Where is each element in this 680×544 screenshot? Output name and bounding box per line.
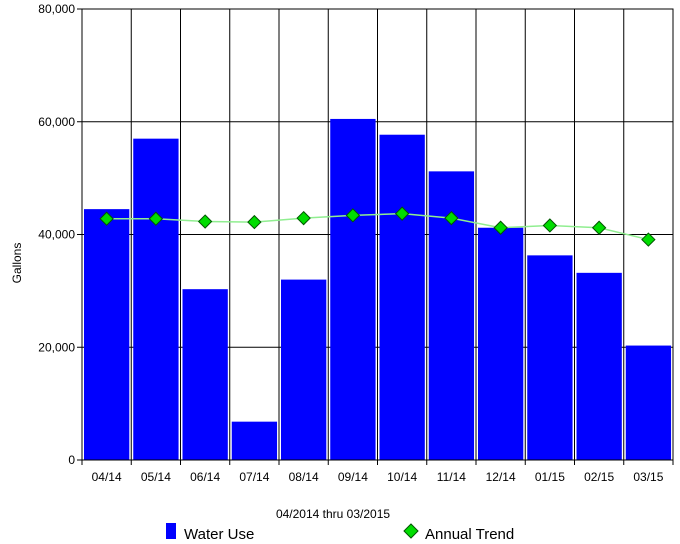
bar-02-15 [576,272,622,460]
trend-point-03-15 [641,232,656,247]
trend-point-01-15 [542,218,558,233]
trend-point-02-15 [591,220,607,235]
bar-05-14 [133,138,179,460]
x-axis-title: 04/2014 thru 03/2015 [276,507,390,521]
trend-point-05-14 [148,211,164,226]
bar-12-14 [478,227,524,460]
y-tick-label: 20,000 [38,340,75,354]
x-tick-label: 07/14 [239,470,269,484]
bar-09-14 [330,118,376,461]
bar-08-14 [281,279,327,460]
trend-point-09-14 [345,208,361,223]
y-tick-label: 60,000 [38,115,75,129]
trend-point-08-14 [296,210,311,226]
x-tick-label: 05/14 [141,470,171,484]
y-tick-label: 80,000 [38,2,75,16]
bar-06-14 [182,289,228,460]
x-tick-label: 04/14 [92,470,122,484]
trend-point-12-14 [493,220,508,235]
x-tick-label: 12/14 [486,470,516,484]
x-tick-label: 10/14 [387,470,417,484]
trend-point-06-14 [197,214,213,229]
legend-label-water-use: Water Use [184,526,254,543]
y-tick-labels: 0 20,000 40,000 60,000 80,000 [38,2,75,467]
y-tick-label: 40,000 [38,228,75,242]
x-tick-label: 08/14 [289,470,319,484]
trend-point-11-14 [444,210,459,226]
legend-label-annual-trend: Annual Trend [425,526,514,543]
x-tick-label: 03/15 [633,470,663,484]
legend-swatch-water-use [166,523,176,539]
y-axis-title: Gallons [10,243,24,284]
x-tick-labels: 04/14 05/14 06/14 07/14 08/14 09/14 10/14 11/14… [92,470,664,484]
trend-point-10-14 [394,206,410,221]
annual-trend-line [106,212,649,241]
legend: Water Use Annual Trend [166,523,514,543]
trend-point-07-14 [247,214,262,230]
trend-point-04-14 [99,211,114,226]
x-tick-label: 01/15 [535,470,565,484]
bars [84,118,672,461]
y-tick-label: 0 [68,453,75,467]
axes [77,8,674,465]
x-tick-label: 09/14 [338,470,368,484]
bar-01-15 [527,255,573,460]
gridlines [82,8,673,460]
x-tick-label: 02/15 [584,470,614,484]
bar-10-14 [379,134,425,460]
x-tick-label: 06/14 [190,470,220,484]
trend-line [99,206,656,247]
x-tick-label: 11/14 [437,470,466,484]
bar-07-14 [231,421,278,460]
bar-04-14 [84,209,130,460]
legend-marker-annual-trend [403,523,419,539]
bar-03-15 [625,345,672,460]
